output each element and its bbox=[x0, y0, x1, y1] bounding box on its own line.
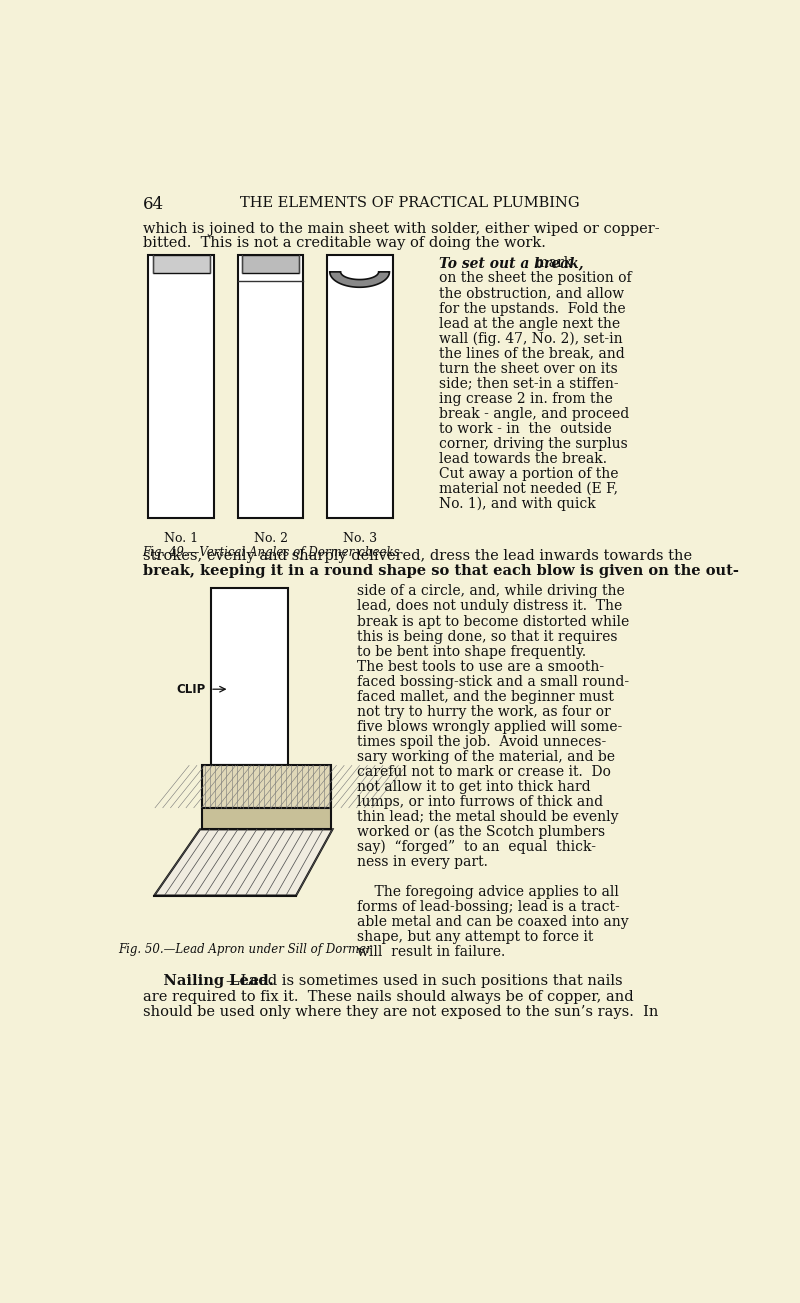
Text: ness in every part.: ness in every part. bbox=[358, 855, 488, 869]
Text: the lines of the break, and: the lines of the break, and bbox=[439, 347, 626, 361]
Bar bbox=[326, 255, 393, 519]
Text: shape, but any attempt to force it: shape, but any attempt to force it bbox=[358, 930, 594, 943]
Text: No. 2: No. 2 bbox=[254, 532, 287, 545]
Text: side of a circle, and, while driving the: side of a circle, and, while driving the bbox=[358, 585, 625, 598]
Text: No. 1: No. 1 bbox=[164, 532, 198, 545]
Text: To set out a break,: To set out a break, bbox=[439, 257, 584, 271]
Text: to work - in  the  outside: to work - in the outside bbox=[439, 422, 612, 435]
Bar bbox=[238, 255, 303, 519]
Text: Cut away a portion of the: Cut away a portion of the bbox=[439, 466, 619, 481]
Text: break, keeping it in a round shape so that each blow is given on the out-: break, keeping it in a round shape so th… bbox=[142, 564, 738, 579]
Text: No. 3: No. 3 bbox=[342, 532, 377, 545]
Bar bbox=[153, 255, 210, 274]
Text: The foregoing advice applies to all: The foregoing advice applies to all bbox=[358, 885, 619, 899]
Text: wall (fig. 47, No. 2), set-in: wall (fig. 47, No. 2), set-in bbox=[439, 331, 623, 345]
Text: break - angle, and proceed: break - angle, and proceed bbox=[439, 407, 630, 421]
Text: —Lead is sometimes used in such positions that nails: —Lead is sometimes used in such position… bbox=[226, 975, 623, 988]
Text: turn the sheet over on its: turn the sheet over on its bbox=[439, 361, 618, 375]
Text: faced bossing-stick and a small round-: faced bossing-stick and a small round- bbox=[358, 675, 630, 688]
Bar bbox=[202, 808, 331, 829]
Text: this is being done, so that it requires: this is being done, so that it requires bbox=[358, 629, 618, 644]
Bar bbox=[149, 255, 214, 519]
Text: lead towards the break.: lead towards the break. bbox=[439, 452, 607, 465]
Text: lead at the angle next the: lead at the angle next the bbox=[439, 317, 621, 331]
Text: careful not to mark or crease it.  Do: careful not to mark or crease it. Do bbox=[358, 765, 611, 779]
Text: forms of lead-bossing; lead is a tract-: forms of lead-bossing; lead is a tract- bbox=[358, 900, 620, 913]
Text: not allow it to get into thick hard: not allow it to get into thick hard bbox=[358, 779, 591, 794]
Text: times spoil the job.  Avoid unneces-: times spoil the job. Avoid unneces- bbox=[358, 735, 606, 749]
Polygon shape bbox=[330, 272, 390, 287]
Text: material not needed (E F,: material not needed (E F, bbox=[439, 482, 618, 495]
Text: THE ELEMENTS OF PRACTICAL PLUMBING: THE ELEMENTS OF PRACTICAL PLUMBING bbox=[240, 197, 580, 210]
Text: which is joined to the main sheet with solder, either wiped or copper-: which is joined to the main sheet with s… bbox=[142, 222, 659, 236]
Bar bbox=[242, 255, 298, 274]
Text: on the sheet the position of: on the sheet the position of bbox=[439, 271, 632, 285]
Text: Fig. 50.—Lead Apron under Sill of Dormer: Fig. 50.—Lead Apron under Sill of Dormer bbox=[118, 943, 372, 956]
Text: worked or (as the Scotch plumbers: worked or (as the Scotch plumbers bbox=[358, 825, 606, 839]
Bar bbox=[211, 589, 288, 765]
Text: will  result in failure.: will result in failure. bbox=[358, 945, 506, 959]
Bar bbox=[202, 765, 331, 808]
Text: are required to fix it.  These nails should always be of copper, and: are required to fix it. These nails shou… bbox=[142, 989, 634, 1003]
Text: break is apt to become distorted while: break is apt to become distorted while bbox=[358, 615, 630, 628]
Text: No. 1), and with quick: No. 1), and with quick bbox=[439, 496, 596, 511]
Text: say)  “forged”  to an  equal  thick-: say) “forged” to an equal thick- bbox=[358, 839, 596, 855]
Text: 64: 64 bbox=[142, 197, 164, 214]
Text: should be used only where they are not exposed to the sun’s rays.  In: should be used only where they are not e… bbox=[142, 1005, 658, 1019]
Text: sary working of the material, and be: sary working of the material, and be bbox=[358, 749, 615, 764]
Text: faced mallet, and the beginner must: faced mallet, and the beginner must bbox=[358, 689, 614, 704]
Text: bitted.  This is not a creditable way of doing the work.: bitted. This is not a creditable way of … bbox=[142, 236, 546, 250]
Text: able metal and can be coaxed into any: able metal and can be coaxed into any bbox=[358, 915, 629, 929]
Text: to be bent into shape frequently.: to be bent into shape frequently. bbox=[358, 645, 586, 658]
Text: Nailing Lead.: Nailing Lead. bbox=[142, 975, 274, 988]
Text: CLIP: CLIP bbox=[177, 683, 206, 696]
Text: lumps, or into furrows of thick and: lumps, or into furrows of thick and bbox=[358, 795, 603, 809]
Text: strokes, evenly and sharply delivered, dress the lead inwards towards the: strokes, evenly and sharply delivered, d… bbox=[142, 549, 692, 563]
Text: corner, driving the surplus: corner, driving the surplus bbox=[439, 437, 628, 451]
Text: The best tools to use are a smooth-: The best tools to use are a smooth- bbox=[358, 659, 605, 674]
Text: the obstruction, and allow: the obstruction, and allow bbox=[439, 287, 625, 301]
Text: lead, does not unduly distress it.  The: lead, does not unduly distress it. The bbox=[358, 599, 622, 614]
Text: mark: mark bbox=[531, 257, 572, 271]
Text: ing crease 2 in. from the: ing crease 2 in. from the bbox=[439, 392, 614, 405]
Text: side; then set-in a stiffen-: side; then set-in a stiffen- bbox=[439, 377, 619, 391]
Text: five blows wrongly applied will some-: five blows wrongly applied will some- bbox=[358, 719, 622, 734]
Text: not try to hurry the work, as four or: not try to hurry the work, as four or bbox=[358, 705, 611, 718]
Polygon shape bbox=[154, 829, 333, 895]
Text: for the upstands.  Fold the: for the upstands. Fold the bbox=[439, 301, 626, 315]
Text: thin lead; the metal should be evenly: thin lead; the metal should be evenly bbox=[358, 809, 619, 823]
Text: Fig. 49.—Vertical Angles of Dormer-cheeks: Fig. 49.—Vertical Angles of Dormer-cheek… bbox=[142, 546, 399, 559]
